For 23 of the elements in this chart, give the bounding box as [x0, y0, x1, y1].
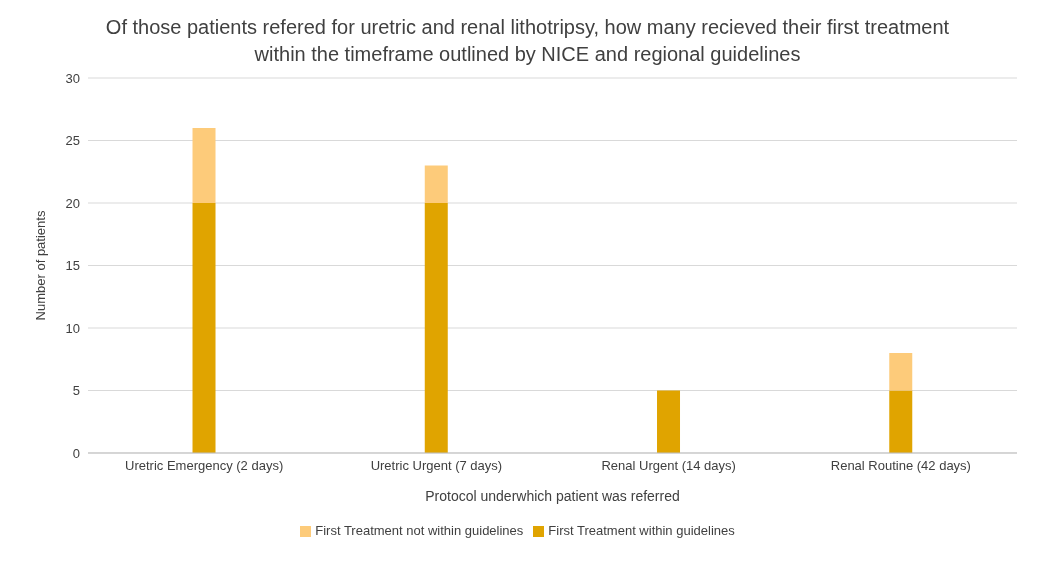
bar: [424, 203, 448, 453]
y-tick-label: 25: [65, 133, 80, 149]
legend-label: First Treatment within guidelines: [548, 523, 735, 538]
y-tick-label: 5: [72, 383, 80, 399]
y-tick-label: 10: [65, 320, 80, 336]
legend-label: First Treatment not within guidelines: [315, 523, 524, 538]
y-tick-label: 30: [65, 70, 80, 86]
bar: [657, 390, 681, 453]
bar: [889, 353, 913, 391]
y-tick-label: 20: [65, 195, 80, 211]
bar: [424, 165, 448, 203]
bar: [889, 390, 913, 453]
chart-title: Of those patients refered for uretric and renal lithotripsy, how many recieved their first treatment within the timeframe outlined by NICE and regional guidelines: [104, 15, 951, 67]
y-tick-label: 0: [72, 445, 80, 461]
x-tick-label: Uretric Emergency (2 days): [125, 458, 284, 474]
x-tick-label: Renal Routine (42 days): [830, 458, 971, 474]
y-axis-title: Number of patients: [32, 210, 48, 321]
bar: [192, 128, 216, 203]
x-axis-title: Protocol underwhich patient was referred: [425, 488, 680, 504]
x-tick-label: Uretric Urgent (7 days): [370, 458, 503, 474]
bar: [192, 203, 216, 453]
x-tick-label: Renal Urgent (14 days): [601, 458, 736, 474]
y-tick-label: 15: [65, 258, 80, 274]
